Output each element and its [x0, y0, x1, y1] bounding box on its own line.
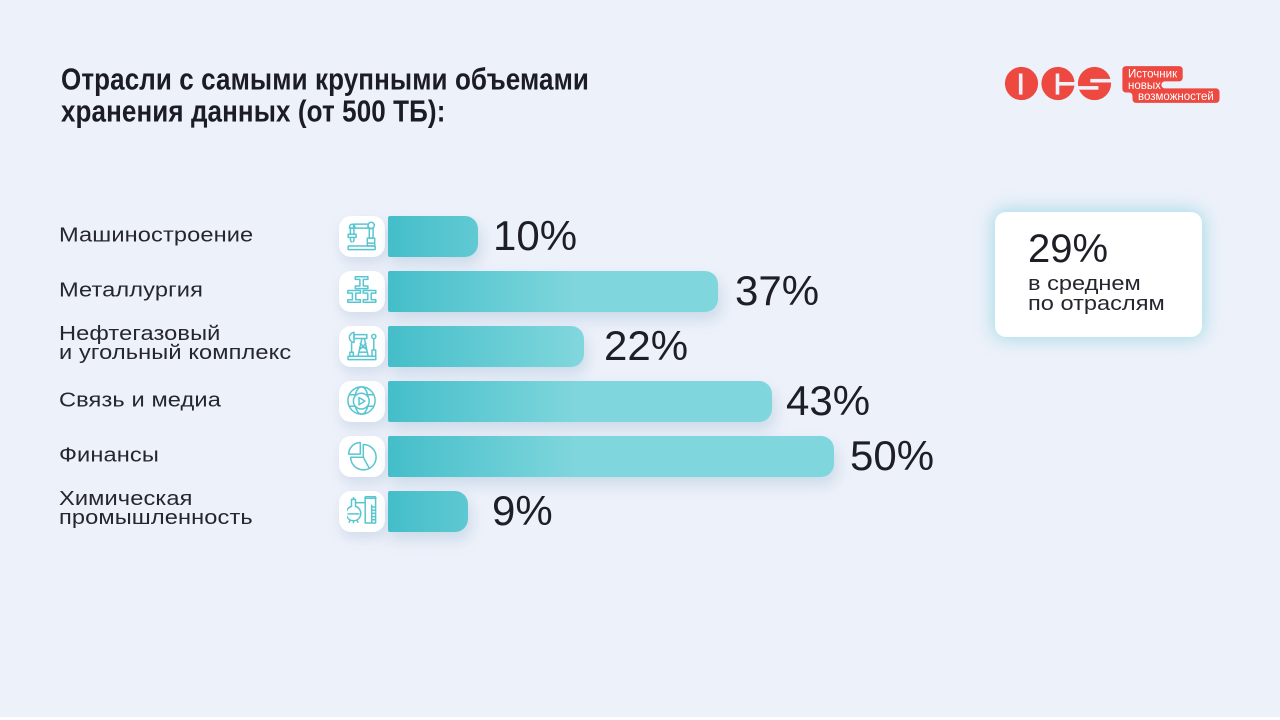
- svg-text:Источник: Источник: [1128, 68, 1178, 80]
- svg-text:возможностей: возможностей: [1138, 91, 1214, 103]
- svg-text:новых: новых: [1128, 80, 1161, 92]
